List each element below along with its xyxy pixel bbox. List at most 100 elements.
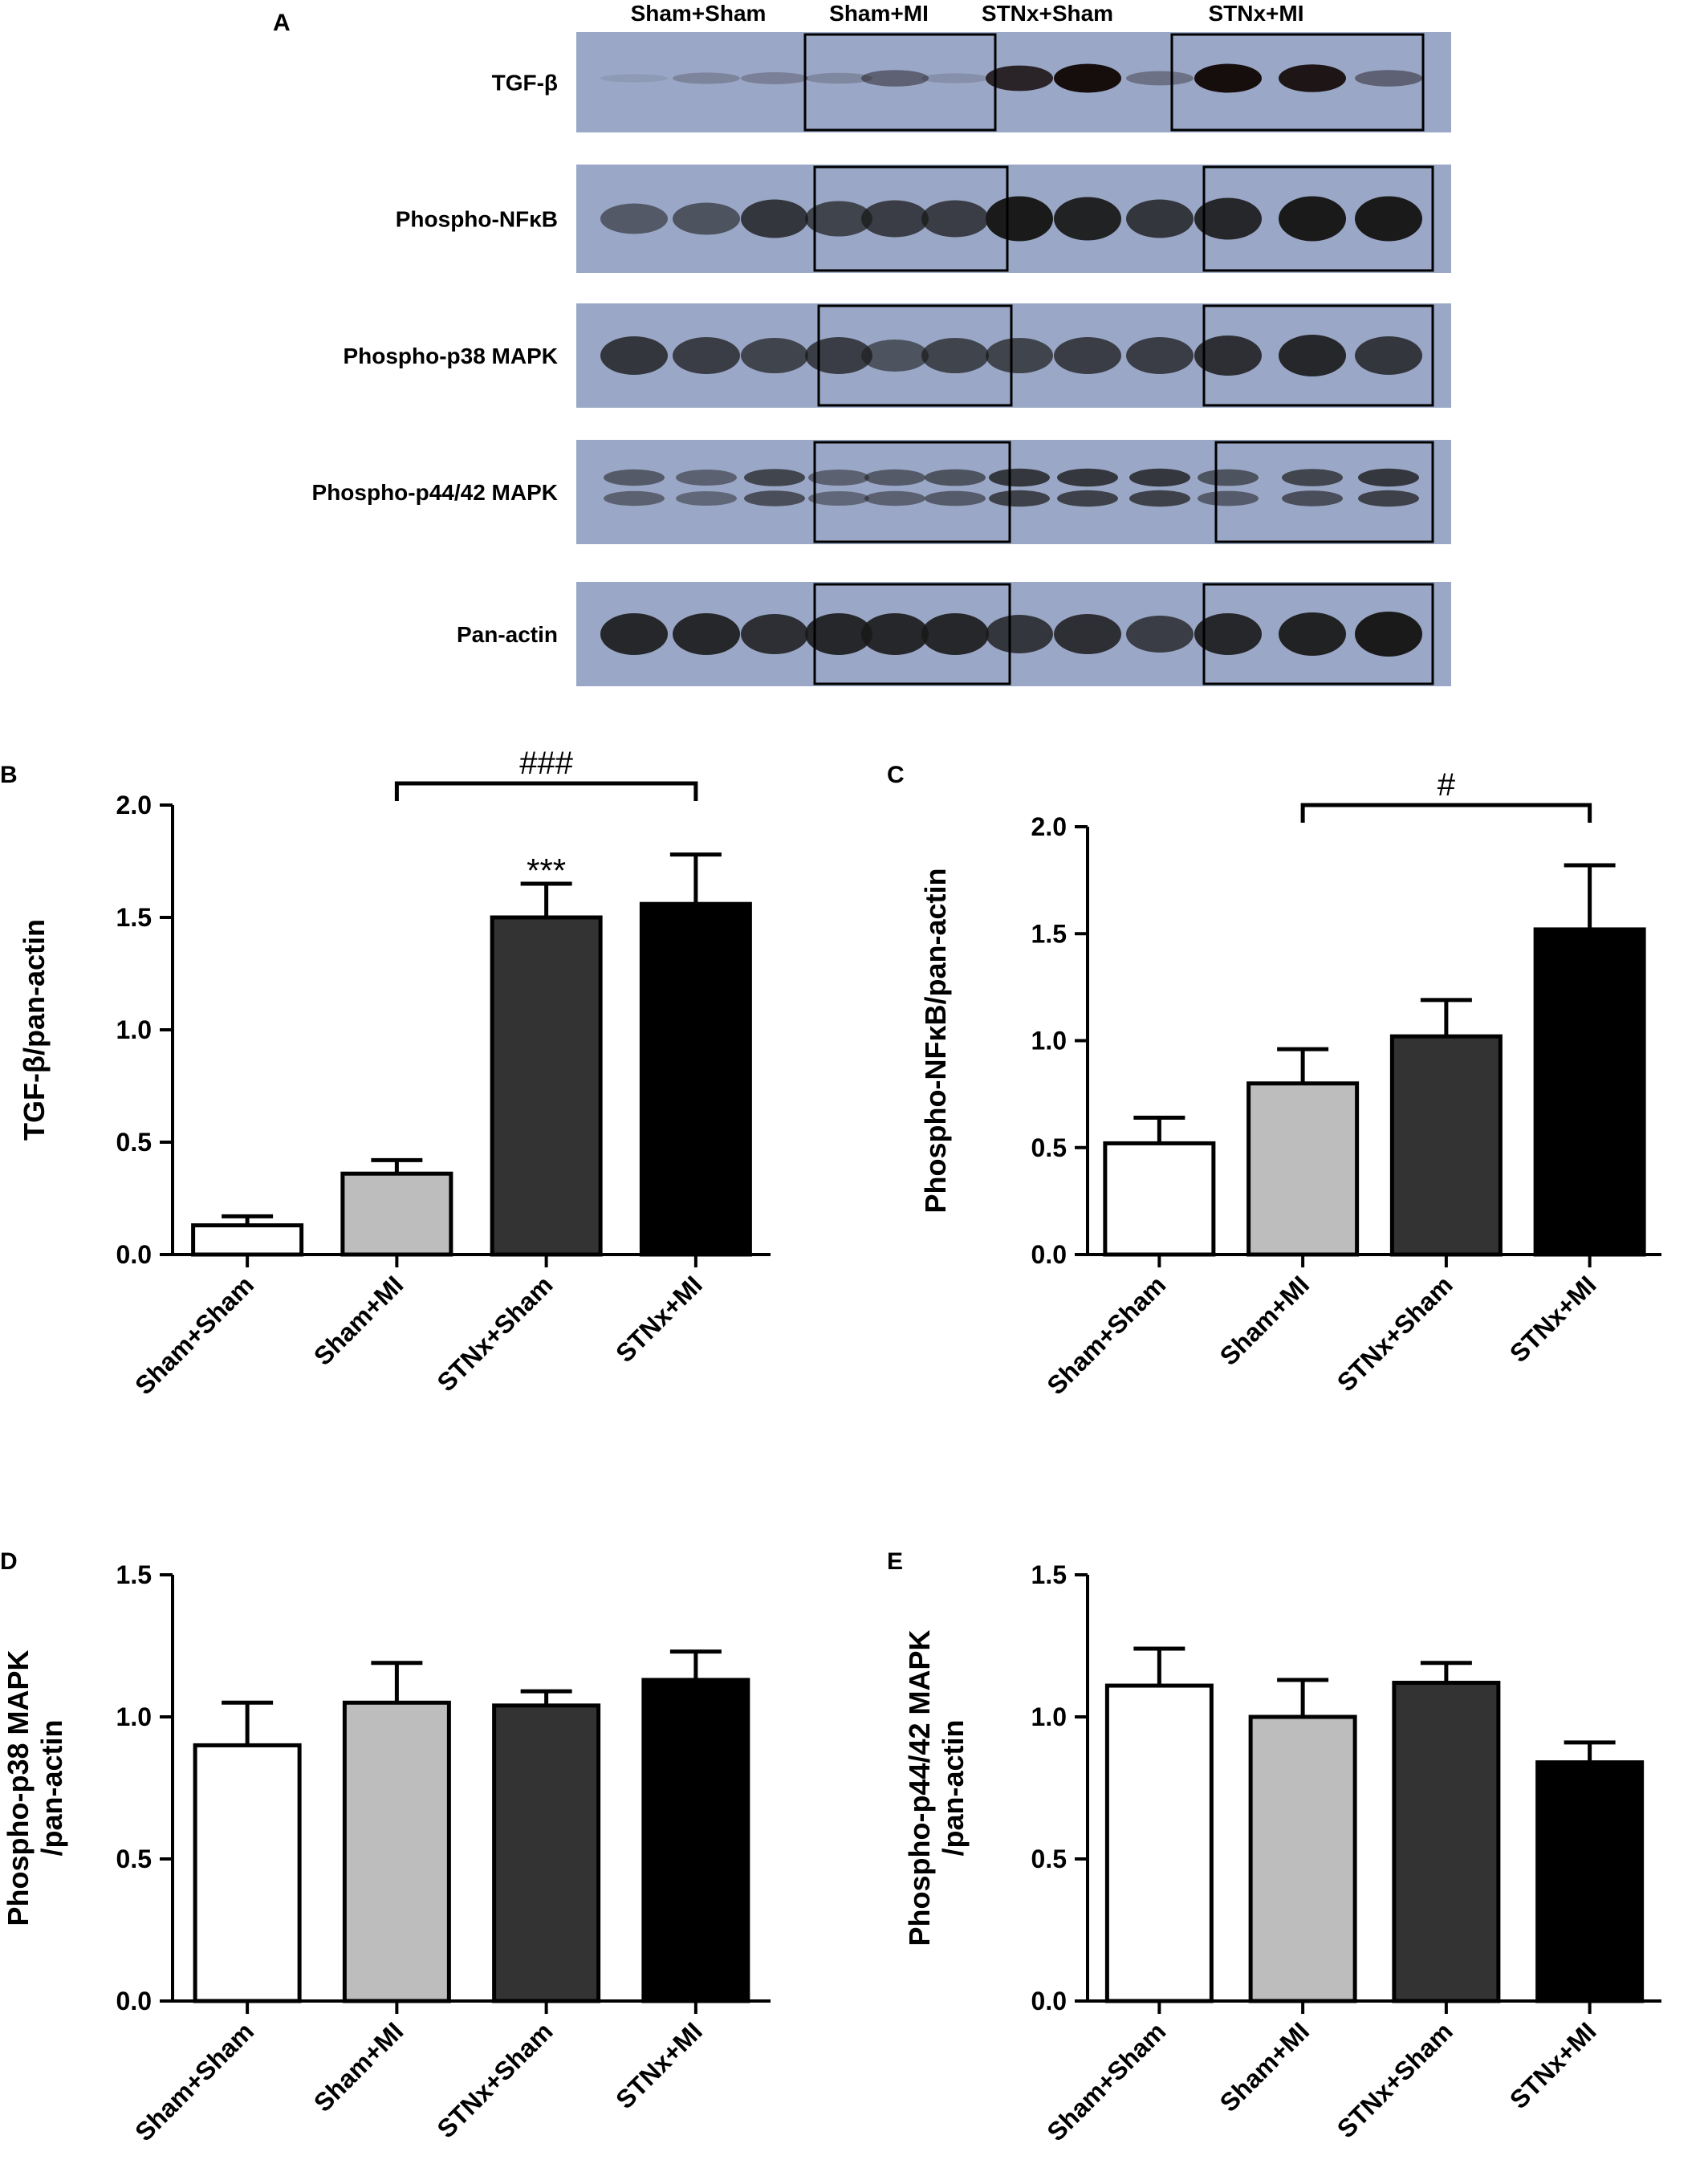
blot-highlight-box: [1202, 304, 1434, 407]
blot-band: [741, 614, 808, 654]
blot-band: [1358, 468, 1419, 487]
y-tick-label: 0.5: [1031, 1845, 1067, 1873]
blot-band: [1057, 468, 1118, 487]
y-tick-label: 0.0: [1031, 1987, 1067, 2015]
blot-group-label: STNx+MI: [1208, 1, 1303, 26]
x-tick-label: STNx+MI: [610, 2016, 708, 2114]
blot-band: [673, 202, 740, 235]
blot-band: [1282, 490, 1343, 506]
y-tick-label: 0.0: [116, 1240, 152, 1269]
panel-c-chart: C 0.0 0.5 1.0 1.5 2.0 Phospho-NFκB/pan-actin S…: [887, 762, 1661, 1400]
x-tick-label: Sham+Sham: [129, 1270, 259, 1400]
bar: [1103, 1141, 1216, 1257]
bar: [1392, 1681, 1501, 2003]
blot-row-label: Phospho-p44/42 MAPK: [312, 480, 558, 505]
bar: [1389, 1034, 1503, 1257]
blot-band: [1279, 612, 1346, 656]
blot-band: [925, 490, 986, 506]
y-tick-label: 2.0: [1031, 812, 1067, 841]
y-tick-label: 0.5: [1031, 1133, 1067, 1162]
blot-highlight-box: [817, 304, 1013, 407]
y-tick-label: 0.0: [116, 1987, 152, 2015]
blot-group-label: STNx+Sham: [982, 1, 1113, 26]
blot-band: [1054, 337, 1121, 374]
y-tick-label: 1.0: [1031, 1702, 1067, 1731]
blot-rows: TGF-β Phospho-NFκB Phospho-p38 MAPK Phospho…: [312, 32, 1451, 686]
significance-label: #: [1438, 767, 1456, 803]
blot-band: [989, 490, 1050, 507]
bar: [490, 915, 603, 1257]
blot-band: [1198, 490, 1259, 506]
blot-row-label: Phospho-NFκB: [396, 207, 558, 232]
blot-band: [604, 469, 665, 486]
bar: [1533, 927, 1646, 1257]
blot-band: [1054, 63, 1121, 93]
significance-marker: ***: [527, 852, 566, 889]
blot-band: [808, 491, 869, 506]
blot-highlight-box: [1202, 165, 1434, 272]
bar: [342, 1700, 451, 2003]
blot-band: [1282, 469, 1343, 486]
blot-row: TGF-β: [492, 32, 1451, 132]
y-tick-label: 2.0: [116, 791, 152, 820]
x-tick-label: Sham+MI: [1214, 1270, 1315, 1370]
blot-band: [864, 490, 925, 506]
blot-band: [676, 470, 737, 486]
blot-band: [673, 72, 740, 84]
blot-band: [989, 468, 1050, 487]
blot-band: [673, 337, 740, 374]
x-tick-label: STNx+MI: [1504, 1270, 1602, 1368]
blot-band: [741, 72, 808, 84]
x-tick-label: STNx+Sham: [1332, 2016, 1458, 2143]
panel-label-b: B: [0, 762, 18, 788]
x-tick-label: Sham+MI: [1214, 2016, 1315, 2117]
x-tick-label: Sham+MI: [308, 1270, 409, 1370]
y-tick-label: 1.0: [116, 1702, 152, 1731]
blot-band: [1194, 197, 1262, 240]
blot-row-label: TGF-β: [492, 71, 558, 96]
y-tick-label: 0.5: [116, 1128, 152, 1157]
bar: [1535, 1760, 1645, 2003]
blot-band: [1126, 616, 1194, 653]
blot-band: [861, 70, 929, 87]
blot-row: Phospho-p44/42 MAPK: [312, 440, 1451, 544]
blot-band: [1126, 199, 1194, 238]
blot-band: [861, 340, 929, 372]
blot-band: [986, 615, 1053, 653]
panel-label-c: C: [887, 762, 905, 788]
bar: [1246, 1081, 1360, 1257]
blot-band: [1355, 196, 1422, 242]
x-tick-label: STNx+MI: [610, 1270, 708, 1368]
blot-band: [864, 469, 925, 486]
y-tick-label: 1.5: [116, 1560, 152, 1589]
blot-band: [986, 338, 1053, 373]
blot-band: [1358, 490, 1419, 507]
blot-band: [1355, 70, 1422, 87]
blot-row: Phospho-p38 MAPK: [343, 303, 1451, 408]
blot-band: [1126, 71, 1194, 86]
blot-band: [600, 336, 668, 375]
y-axis-label: /pan-actin: [35, 1719, 68, 1856]
x-tick-label: STNx+MI: [1504, 2016, 1602, 2114]
blot-group-label: Sham+MI: [829, 1, 929, 26]
panel-e-chart: E 0.0 0.5 1.0 1.5 Phospho-p44/42 MAPK/pan-ac…: [887, 1548, 1661, 2146]
y-tick-label: 1.0: [1031, 1027, 1067, 1055]
blot-band: [1194, 336, 1262, 376]
blot-band: [600, 203, 668, 234]
blot-band: [861, 200, 929, 238]
blot-band: [1198, 469, 1259, 486]
panel-b-chart: B 0.0 0.5 1.0 1.5 2.0 TGF-β/pan-actin Sham+Sha…: [0, 746, 771, 1400]
x-tick-label: Sham+MI: [308, 2016, 409, 2117]
y-axis-label: TGF-β/pan-actin: [18, 919, 51, 1141]
blot-band: [741, 199, 808, 238]
blot-highlight-box: [813, 441, 1011, 543]
significance-bracket: [394, 781, 698, 801]
bar: [641, 1678, 750, 2003]
y-tick-label: 1.5: [116, 903, 152, 932]
y-axis-label: /pan-actin: [937, 1719, 970, 1856]
significance-bracket: [1300, 803, 1592, 823]
bar: [193, 1743, 302, 2003]
blot-highlight-box: [1214, 441, 1434, 543]
panel-label-e: E: [887, 1548, 903, 1575]
